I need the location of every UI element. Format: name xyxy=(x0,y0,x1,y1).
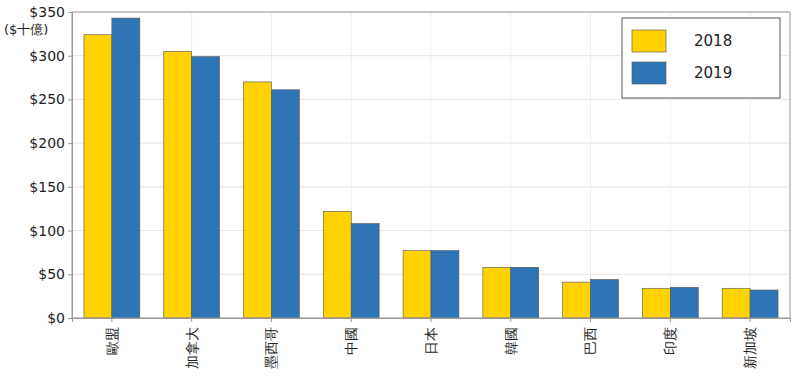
bar xyxy=(244,82,272,318)
x-axis-line xyxy=(73,319,791,323)
x-tick-mark xyxy=(351,318,352,322)
y-tick-label: $50 xyxy=(38,266,65,282)
y-tick-label: $300 xyxy=(29,48,65,64)
y-tick-mark xyxy=(68,12,72,13)
x-tick-mark xyxy=(111,318,112,322)
grid xyxy=(72,12,790,318)
bar xyxy=(351,224,379,318)
plot-frame xyxy=(72,12,790,318)
bar xyxy=(192,57,220,318)
y-tick: $0 xyxy=(47,310,72,326)
legend-label: 2019 xyxy=(694,64,732,82)
x-tick-mark xyxy=(271,318,272,322)
y-tick: $200 xyxy=(29,135,72,151)
y-tick: $350 xyxy=(29,4,72,20)
y-tick: $300 xyxy=(29,48,72,64)
bar xyxy=(323,211,351,318)
y-tick: $100 xyxy=(29,223,72,239)
bar xyxy=(431,251,459,318)
x-tick: 巴西 xyxy=(582,318,598,355)
legend-label: 2018 xyxy=(694,32,732,50)
x-tick-mark xyxy=(510,318,511,322)
x-tick-mark xyxy=(590,318,591,322)
y-tick-label: $0 xyxy=(47,310,65,326)
x-tick: 墨西哥 xyxy=(263,318,279,369)
y-tick-mark xyxy=(68,231,72,232)
y-axis-line xyxy=(68,13,73,319)
plot: $0 $50 $100 $150 $200 $250 $300 $350 歐盟 加拿大 墨西哥 中國 日… xyxy=(29,4,790,369)
bar xyxy=(271,90,299,318)
grid-line-x xyxy=(590,12,591,318)
x-tick-mark xyxy=(431,318,432,322)
x-tick-label: 日本 xyxy=(423,327,439,355)
x-tick-mark xyxy=(670,318,671,322)
bar xyxy=(670,287,698,318)
x-tick-label: 韓國 xyxy=(503,327,519,355)
y-tick-label: $250 xyxy=(29,91,65,107)
legend-item: 2019 xyxy=(632,62,732,84)
y-tick: $150 xyxy=(29,179,72,195)
y-tick-mark xyxy=(68,99,72,100)
x-tick: 韓國 xyxy=(503,318,519,355)
legend: 2018 2019 xyxy=(622,18,780,98)
bar xyxy=(84,35,112,318)
bar xyxy=(722,288,750,318)
y-tick-mark xyxy=(68,274,72,275)
bar xyxy=(642,288,670,318)
y-tick: $250 xyxy=(29,91,72,107)
x-tick: 印度 xyxy=(662,318,678,355)
bar xyxy=(511,267,539,318)
legend-swatch xyxy=(632,30,666,52)
bar xyxy=(563,282,591,318)
x-axis: 歐盟 加拿大 墨西哥 中國 日本 韓國 巴西 印度 新加坡 xyxy=(73,318,791,369)
x-tick: 加拿大 xyxy=(184,318,200,369)
y-tick-label: $350 xyxy=(29,4,65,20)
x-tick-mark xyxy=(750,318,751,322)
x-tick-label: 加拿大 xyxy=(184,327,200,369)
x-tick-label: 巴西 xyxy=(582,327,598,355)
bar xyxy=(483,267,511,318)
y-tick-label: $150 xyxy=(29,179,65,195)
bar xyxy=(164,51,192,318)
y-tick-label: $200 xyxy=(29,135,65,151)
legend-item: 2018 xyxy=(632,30,732,52)
y-tick: $50 xyxy=(38,266,72,282)
x-tick-label: 歐盟 xyxy=(104,327,120,355)
bar xyxy=(750,290,778,318)
y-tick-mark xyxy=(68,187,72,188)
x-tick: 新加坡 xyxy=(742,318,758,369)
x-tick: 歐盟 xyxy=(104,318,120,355)
bar xyxy=(112,18,140,318)
x-tick: 日本 xyxy=(423,318,439,355)
bar xyxy=(591,280,619,318)
y-axis: $0 $50 $100 $150 $200 $250 $300 $350 xyxy=(29,4,72,326)
x-tick: 中國 xyxy=(343,318,359,355)
bar xyxy=(403,251,431,318)
y-tick-mark xyxy=(68,143,72,144)
y-tick-mark xyxy=(68,318,72,319)
x-tick-mark xyxy=(191,318,192,322)
chart: $0 $50 $100 $150 $200 $250 $300 $350 歐盟 加拿大 墨西哥 中國 日… xyxy=(0,0,800,385)
y-axis-title: ($十億) xyxy=(4,22,48,37)
x-tick-label: 中國 xyxy=(343,327,359,355)
legend-box xyxy=(622,18,780,98)
x-tick-label: 墨西哥 xyxy=(263,327,279,369)
x-tick-label: 印度 xyxy=(662,327,678,355)
y-tick-label: $100 xyxy=(29,223,65,239)
y-tick-mark xyxy=(68,56,72,57)
x-tick-label: 新加坡 xyxy=(742,327,758,369)
legend-swatch xyxy=(632,62,666,84)
